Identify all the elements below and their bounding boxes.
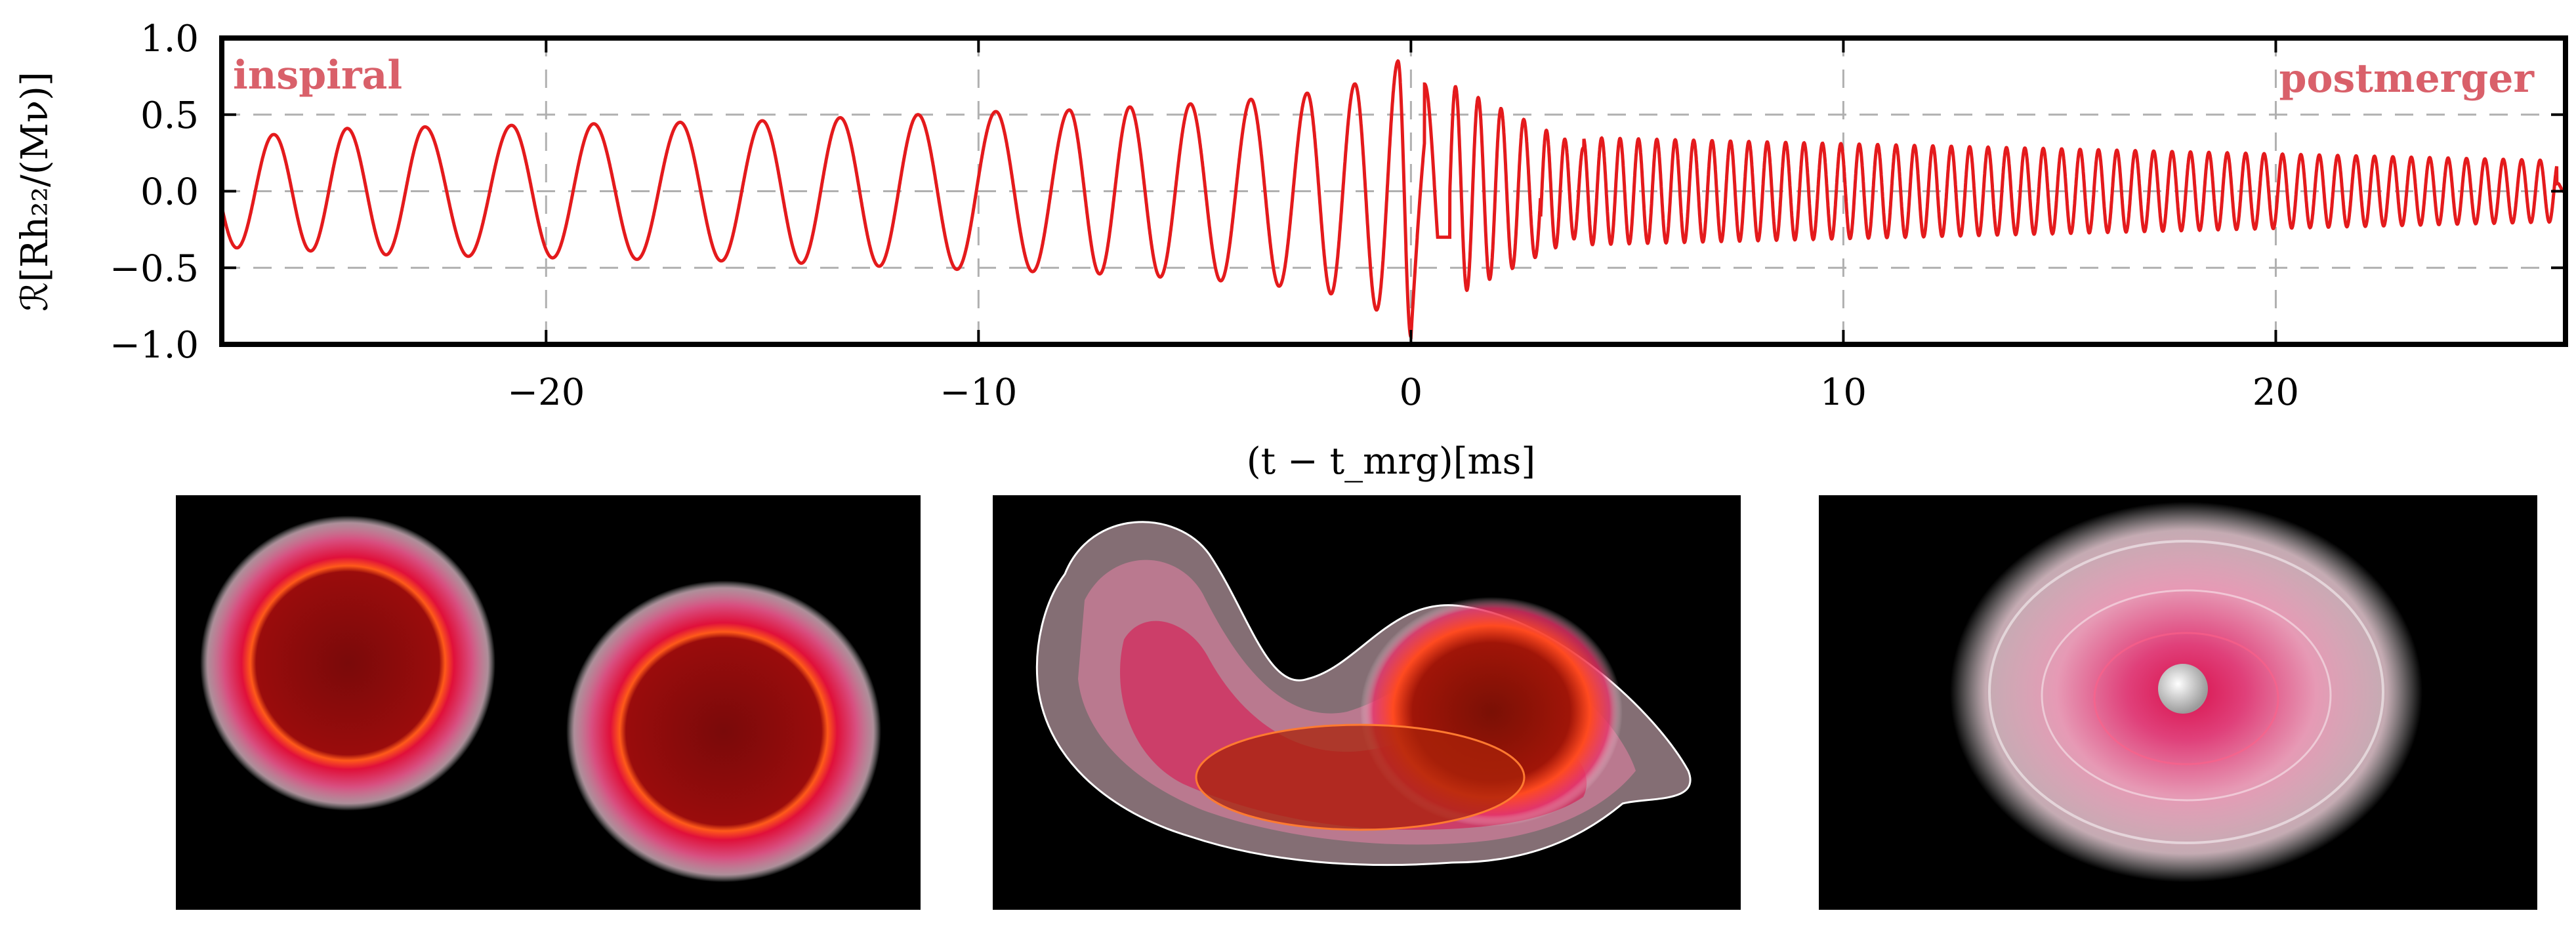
x-tick-label: −10 bbox=[940, 371, 1017, 414]
annotation-postmerger: postmerger bbox=[2279, 56, 2535, 102]
star-right bbox=[566, 581, 881, 882]
y-tick-label: −1.0 bbox=[110, 324, 199, 367]
panel-inspiral-stars bbox=[176, 495, 921, 910]
merger-snapshot-image bbox=[1035, 521, 1692, 867]
x-tick-label: −20 bbox=[507, 371, 585, 414]
remnant-core bbox=[2158, 664, 2208, 714]
x-tick-label: 20 bbox=[2253, 371, 2299, 414]
panel-postmerger-disk bbox=[1819, 495, 2537, 910]
waveform-chart: 1.0 0.5 0.0 −0.5 −1.0 −20 −10 0 10 20 inspiral po… bbox=[14, 18, 2568, 483]
postmerger-disk-image bbox=[1950, 502, 2422, 882]
y-tick-label: 0.0 bbox=[140, 171, 199, 214]
y-tick-label: −0.5 bbox=[110, 247, 199, 290]
panel-merger-snapshot bbox=[993, 495, 1741, 910]
x-axis-label: (t − t_mrg)[ms] bbox=[1247, 440, 1535, 483]
y-tick-label: 0.5 bbox=[140, 94, 199, 137]
inspiral-stars-image bbox=[200, 516, 881, 882]
annotation-inspiral: inspiral bbox=[233, 52, 402, 98]
star-left bbox=[200, 516, 495, 811]
chart-grid bbox=[222, 38, 2566, 344]
x-tick-label: 0 bbox=[1400, 371, 1423, 414]
y-tick-label: 1.0 bbox=[140, 18, 199, 60]
x-tick-label: 10 bbox=[1820, 371, 1867, 414]
waveform-line bbox=[220, 58, 2566, 340]
axis-ticks: 1.0 0.5 0.0 −0.5 −1.0 −20 −10 0 10 20 bbox=[110, 18, 2566, 414]
y-axis-label: ℛ[Rh₂₂/(Mν)] bbox=[14, 71, 56, 311]
